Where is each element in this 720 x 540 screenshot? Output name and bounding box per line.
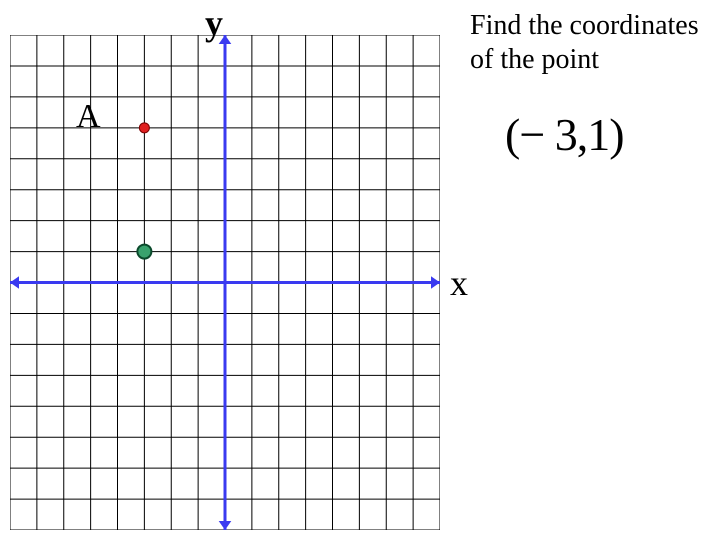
y-axis-label: y: [205, 2, 223, 44]
point-a-label: A: [76, 98, 101, 136]
paren-open: (: [505, 109, 519, 160]
point-A: [139, 123, 149, 133]
point-answer: [137, 245, 151, 259]
coord-x: − 3: [519, 109, 576, 160]
comma: ,: [577, 109, 588, 160]
question-line-2: of the point: [470, 44, 599, 76]
question-line-1: Find the coordinates: [470, 10, 699, 42]
coord-y: 1: [587, 109, 609, 160]
x-axis-label: x: [450, 262, 468, 304]
paren-close: ): [609, 109, 623, 160]
coordinate-plane: [10, 35, 440, 530]
answer-coordinates: (− 3,1): [505, 108, 624, 161]
